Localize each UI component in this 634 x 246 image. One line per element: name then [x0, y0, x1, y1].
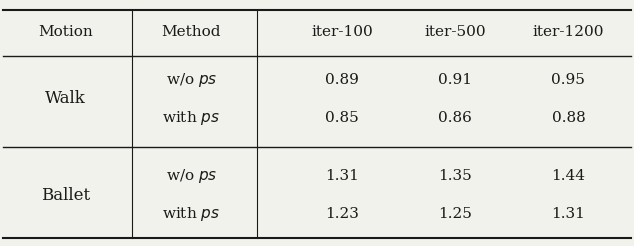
Text: Motion: Motion — [38, 25, 93, 39]
Text: 1.31: 1.31 — [552, 207, 585, 221]
Text: iter-1200: iter-1200 — [533, 25, 604, 39]
Text: 1.44: 1.44 — [552, 169, 585, 183]
Text: 0.89: 0.89 — [325, 73, 359, 87]
Text: Method: Method — [162, 25, 221, 39]
Text: 1.31: 1.31 — [325, 169, 359, 183]
Text: iter-500: iter-500 — [424, 25, 486, 39]
Text: Ballet: Ballet — [41, 187, 90, 204]
Text: with $\mathit{ps}$: with $\mathit{ps}$ — [162, 109, 221, 127]
Text: w/o $\mathit{ps}$: w/o $\mathit{ps}$ — [165, 71, 217, 89]
Text: 1.25: 1.25 — [438, 207, 472, 221]
Text: with $\mathit{ps}$: with $\mathit{ps}$ — [162, 205, 221, 223]
Text: 0.95: 0.95 — [552, 73, 585, 87]
Text: 0.91: 0.91 — [438, 73, 472, 87]
Text: 1.35: 1.35 — [438, 169, 472, 183]
Text: w/o $\mathit{ps}$: w/o $\mathit{ps}$ — [165, 167, 217, 185]
Text: 0.86: 0.86 — [438, 111, 472, 125]
Text: 0.85: 0.85 — [325, 111, 359, 125]
Text: 0.88: 0.88 — [552, 111, 585, 125]
Text: Walk: Walk — [45, 91, 86, 108]
Text: iter-100: iter-100 — [311, 25, 373, 39]
Text: 1.23: 1.23 — [325, 207, 359, 221]
